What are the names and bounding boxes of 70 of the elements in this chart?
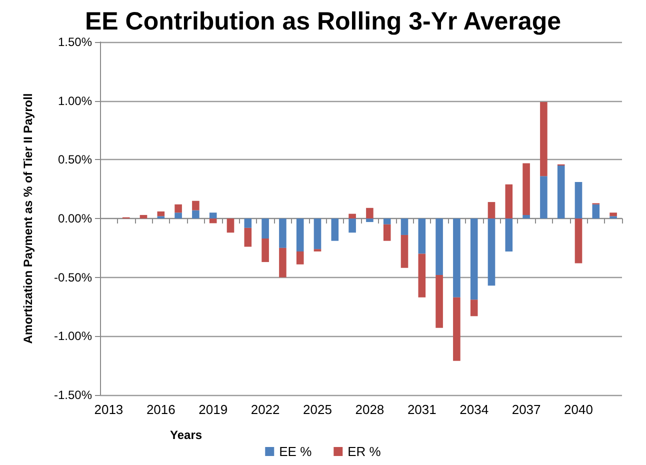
legend-label: EE % [279, 444, 312, 459]
x-tick-label: 2022 [250, 402, 280, 417]
bar [348, 218, 356, 233]
bar [470, 218, 478, 300]
y-tick-label: -1.50% [54, 388, 92, 402]
bar [383, 224, 391, 241]
bar [522, 163, 530, 215]
bar [192, 210, 200, 218]
bar [610, 212, 617, 216]
bar [453, 297, 460, 361]
bar [383, 218, 391, 224]
bar [540, 102, 548, 176]
bar [522, 214, 530, 218]
bar [366, 218, 374, 222]
y-tick-label: 0.50% [58, 152, 92, 167]
legend-label: ER % [348, 444, 382, 459]
bar [488, 218, 496, 286]
bar [296, 218, 304, 252]
bar [209, 218, 217, 224]
bar [400, 234, 408, 268]
x-tick-label: 2031 [407, 402, 436, 417]
bar [436, 274, 443, 328]
bar [348, 214, 356, 218]
x-tick-label: 2013 [94, 402, 124, 417]
x-tick-label: 2037 [512, 402, 541, 417]
x-tick-label: 2016 [146, 402, 176, 417]
chart-title: EE Contribution as Rolling 3-Yr Average [85, 8, 562, 36]
bar [592, 204, 600, 218]
x-tick-label: 2034 [460, 402, 489, 417]
bar [314, 218, 322, 250]
bar [470, 300, 478, 316]
bar [400, 218, 408, 235]
bar [262, 218, 269, 239]
x-tick-label: 2019 [198, 402, 228, 417]
x-tick-label: 2040 [564, 402, 593, 417]
bar [540, 176, 548, 218]
bar [418, 218, 426, 254]
y-axis-title: Amortization Payment as % of Tier II Payroll [21, 93, 35, 344]
x-axis-title: Years [170, 428, 202, 442]
bar [453, 218, 460, 298]
y-tick-label: -1.00% [54, 329, 92, 344]
bar [174, 204, 182, 213]
bar [192, 200, 200, 210]
bar [226, 218, 234, 233]
bar [505, 218, 513, 252]
bar [557, 166, 565, 218]
y-tick-label: 1.50% [58, 35, 92, 49]
bar [574, 182, 582, 218]
bar [262, 238, 269, 262]
bar [505, 184, 513, 218]
y-tick-label: 1.00% [58, 94, 92, 108]
bar [244, 218, 252, 228]
bar [209, 212, 217, 218]
bar [244, 228, 252, 247]
bar [157, 211, 165, 216]
bar [174, 212, 182, 218]
y-tick-label: 0.00% [58, 212, 92, 226]
x-tick-label: 2028 [355, 402, 384, 417]
bar [279, 218, 286, 248]
bar [279, 248, 286, 278]
bar [488, 202, 496, 218]
x-tick-label: 2025 [303, 402, 332, 417]
y-tick-label: -0.50% [54, 270, 92, 284]
bar [296, 251, 304, 264]
bar [436, 218, 443, 275]
bar [574, 218, 582, 264]
bar [140, 214, 148, 218]
bar [331, 218, 339, 241]
bar [418, 254, 426, 298]
bar [366, 208, 374, 218]
